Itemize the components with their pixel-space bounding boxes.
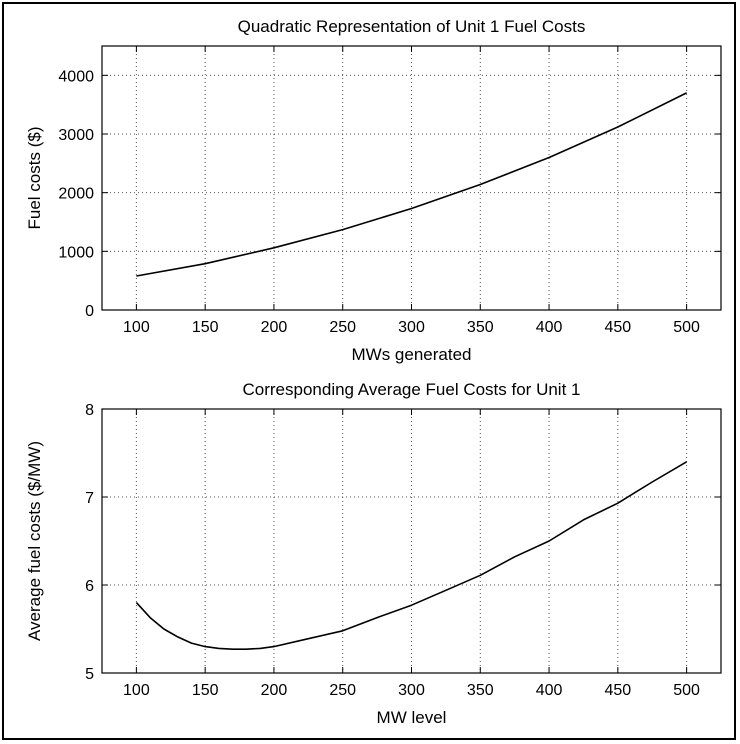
- y-axis-label-1: Fuel costs ($): [25, 127, 44, 230]
- y-tick-label: 5: [85, 666, 94, 683]
- x-tick-label: 250: [329, 319, 356, 336]
- x-tick-label: 450: [604, 319, 631, 336]
- x-axis-label-1: MWs generated: [352, 345, 472, 364]
- x-axis-label-2: MW level: [377, 708, 447, 727]
- x-tick-label: 500: [673, 319, 700, 336]
- x-tick-label: 350: [467, 319, 494, 336]
- x-tick-label: 400: [536, 319, 563, 336]
- x-tick-label: 350: [467, 682, 494, 699]
- y-tick-label: 7: [85, 490, 94, 507]
- y-tick-label: 1000: [58, 244, 94, 261]
- axes-box-2: [101, 408, 722, 674]
- y-tick-label: 2000: [58, 186, 94, 203]
- x-tick-label: 100: [123, 682, 150, 699]
- x-tick-label: 250: [329, 682, 356, 699]
- x-tick-label: 150: [192, 319, 219, 336]
- x-tick-label: 400: [536, 682, 563, 699]
- y-axis-label-2: Average fuel costs ($/MW): [25, 441, 44, 641]
- x-tick-label: 200: [261, 682, 288, 699]
- y-tick-label: 6: [85, 578, 94, 595]
- x-tick-label: 300: [398, 319, 425, 336]
- y-tick-label: 0: [85, 303, 94, 320]
- chart-title-1: Quadratic Representation of Unit 1 Fuel …: [238, 17, 586, 36]
- x-tick-label: 300: [398, 682, 425, 699]
- x-tick-label: 450: [604, 682, 631, 699]
- y-tick-label: 4000: [58, 68, 94, 85]
- x-tick-label: 200: [261, 319, 288, 336]
- x-tick-label: 150: [192, 682, 219, 699]
- x-tick-label: 500: [673, 682, 700, 699]
- x-tick-label: 100: [123, 319, 150, 336]
- chart-title-2: Corresponding Average Fuel Costs for Uni…: [243, 380, 581, 399]
- axes-box-1: [101, 45, 722, 311]
- y-tick-label: 8: [85, 402, 94, 419]
- y-tick-label: 3000: [58, 127, 94, 144]
